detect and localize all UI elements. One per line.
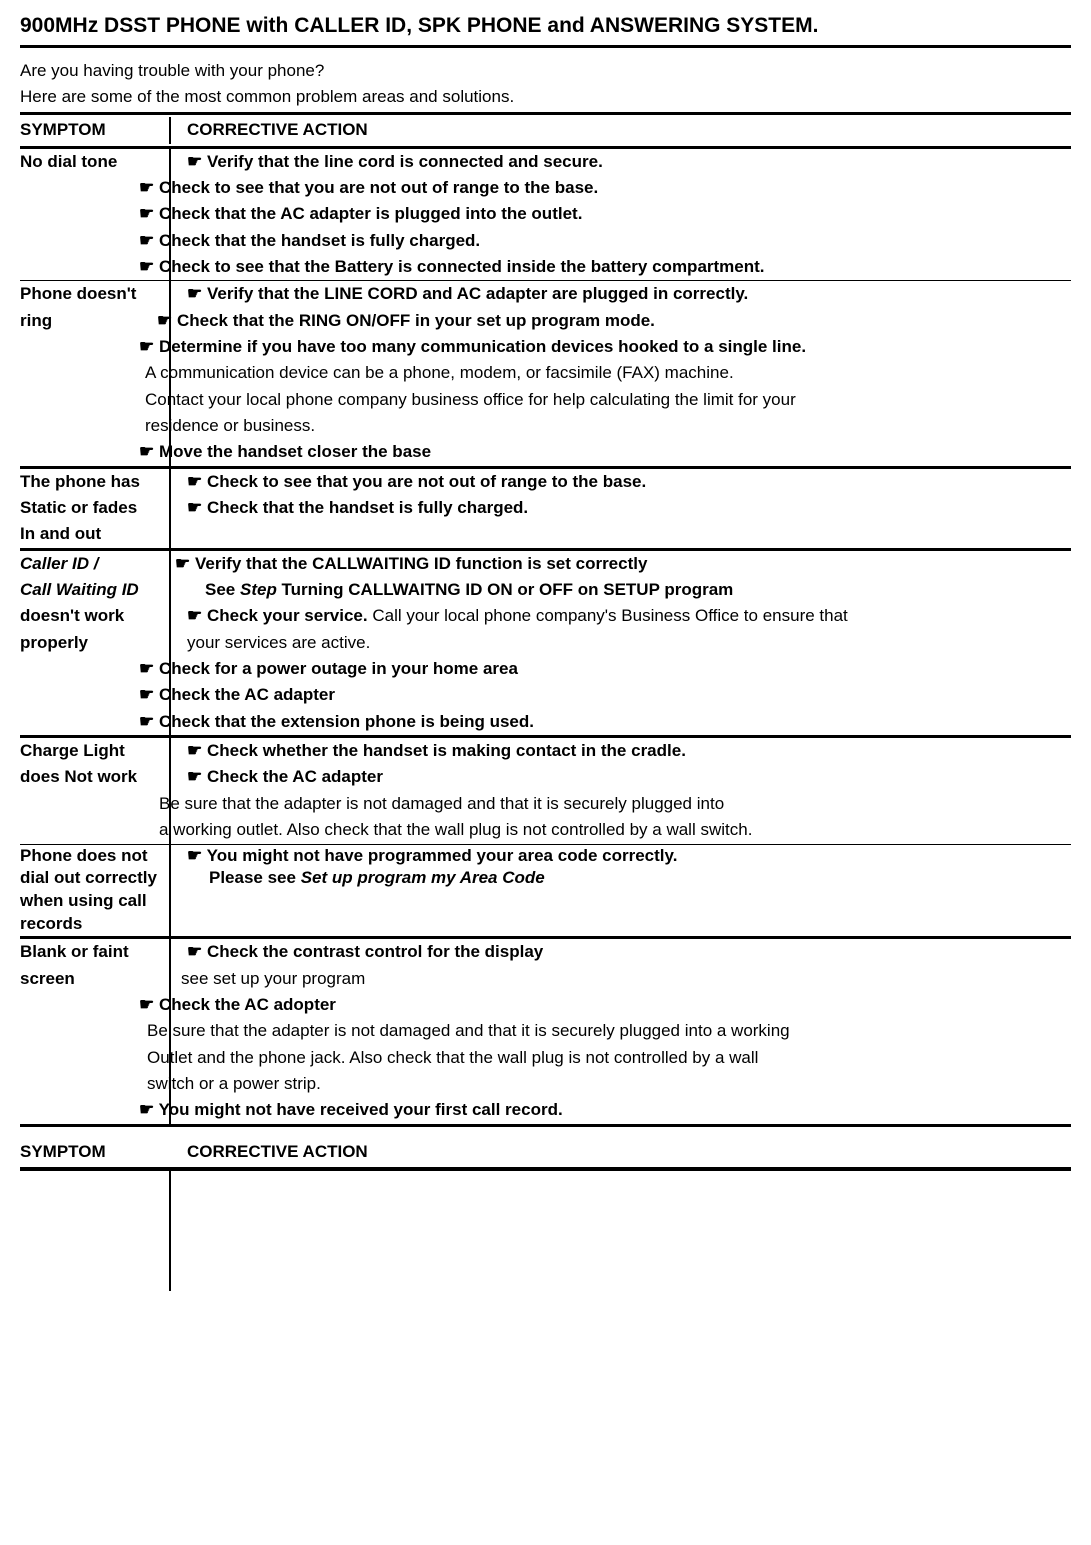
row-no-dial-tone: No dial tone Verify that the line cord i…	[20, 149, 1071, 281]
action-item: Check the AC adopter	[139, 992, 1071, 1018]
row-phone-no-ring: Phone doesn't ring Verify that the LINE …	[20, 281, 1071, 465]
row-empty	[20, 1171, 1071, 1291]
symptom-line: Static or fades	[20, 495, 165, 521]
action-item: Determine if you have too many communica…	[139, 334, 1071, 360]
action-item: Check the contrast control for the displ…	[187, 939, 1071, 965]
row-charge-light: Charge Light does Not work Check whether…	[20, 738, 1071, 843]
symptom-line: when using call	[20, 890, 180, 913]
action-item: Check the AC adapter	[139, 682, 1071, 708]
action-item: Verify that the line cord is connected a…	[187, 149, 1071, 175]
action-note: Please see Set up program my Area Code	[209, 867, 1071, 890]
action-item: Check your service. Call your local phon…	[187, 603, 1071, 629]
symptom-line: Charge Light	[20, 738, 165, 764]
header-symptom: SYMPTOM	[20, 117, 169, 143]
row-static: The phone has Static or fades In and out…	[20, 469, 1071, 548]
action-item: Check that the AC adapter is plugged int…	[139, 201, 1071, 227]
table-header: SYMPTOM CORRECTIVE ACTION	[20, 115, 1071, 145]
action-item: Check that the RING ON/OFF in your set u…	[157, 308, 1071, 334]
symptom-line: properly	[20, 630, 165, 656]
action-note: switch or a power strip.	[147, 1071, 1071, 1097]
action-note: residence or business.	[145, 413, 1071, 439]
intro-line-2: Here are some of the most common problem…	[20, 84, 1071, 110]
action-item: Verify that the LINE CORD and AC adapter…	[187, 281, 1071, 307]
symptom-line: In and out	[20, 521, 165, 547]
action-item: Move the handset closer the base	[139, 439, 1071, 465]
action-item: Check to see that the Battery is connect…	[139, 254, 1071, 280]
symptom-line: doesn't work	[20, 603, 165, 629]
action-item: Check that the handset is fully charged.	[187, 495, 1071, 521]
header-action: CORRECTIVE ACTION	[171, 1139, 1071, 1165]
symptom-line: records	[20, 913, 180, 936]
symptom-line: Call Waiting ID	[20, 577, 165, 603]
action-item: Check for a power outage in your home ar…	[139, 656, 1071, 682]
action-item: Check whether the handset is making cont…	[187, 738, 1071, 764]
page-title: 900MHz DSST PHONE with CALLER ID, SPK PH…	[20, 10, 1071, 48]
action-item: Check to see that you are not out of ran…	[139, 175, 1071, 201]
symptom-line: Caller ID /	[20, 551, 165, 577]
row-dial-out: Phone does not dial out correctly when u…	[20, 845, 1071, 937]
row-caller-id: Caller ID / Call Waiting ID doesn't work…	[20, 551, 1071, 735]
header-symptom: SYMPTOM	[20, 1139, 169, 1165]
symptom-line: ring	[20, 308, 165, 334]
symptom-line: Phone doesn't	[20, 281, 165, 307]
action-item: Check the AC adapter	[187, 764, 1071, 790]
action-note: A communication device can be a phone, m…	[145, 360, 1071, 386]
action-note: see set up your program	[181, 966, 1071, 992]
symptom-line: does Not work	[20, 764, 165, 790]
symptom-line: dial out correctly	[20, 867, 180, 890]
symptom-no-dial-tone: No dial tone	[20, 149, 169, 175]
table-header-2: SYMPTOM CORRECTIVE ACTION	[20, 1137, 1071, 1167]
action-note: Be sure that the adapter is not damaged …	[147, 1018, 1071, 1044]
row-blank-screen: Blank or faint screen Check the contrast…	[20, 939, 1071, 1123]
action-item: Check that the handset is fully charged.	[139, 228, 1071, 254]
action-note: your services are active.	[187, 630, 1071, 656]
action-item: You might not have programmed your area …	[187, 845, 1071, 868]
action-note: See Step Turning CALLWAITNG ID ON or OFF…	[205, 577, 1071, 603]
symptom-line: Phone does not	[20, 845, 180, 868]
action-note: a working outlet. Also check that the wa…	[159, 817, 1071, 843]
action-item: Check that the extension phone is being …	[139, 709, 1071, 735]
action-item: Verify that the CALLWAITING ID function …	[175, 551, 1071, 577]
symptom-line: Blank or faint	[20, 939, 165, 965]
action-item: You might not have received your first c…	[139, 1097, 1071, 1123]
action-note: Outlet and the phone jack. Also check th…	[147, 1045, 1071, 1071]
header-action: CORRECTIVE ACTION	[171, 117, 1071, 143]
symptom-line: The phone has	[20, 469, 165, 495]
symptom-line: screen	[20, 966, 165, 992]
action-item: Check to see that you are not out of ran…	[187, 469, 1071, 495]
action-note: Be sure that the adapter is not damaged …	[159, 791, 1071, 817]
intro-line-1: Are you having trouble with your phone?	[20, 58, 1071, 84]
action-note: Contact your local phone company busines…	[145, 387, 1071, 413]
